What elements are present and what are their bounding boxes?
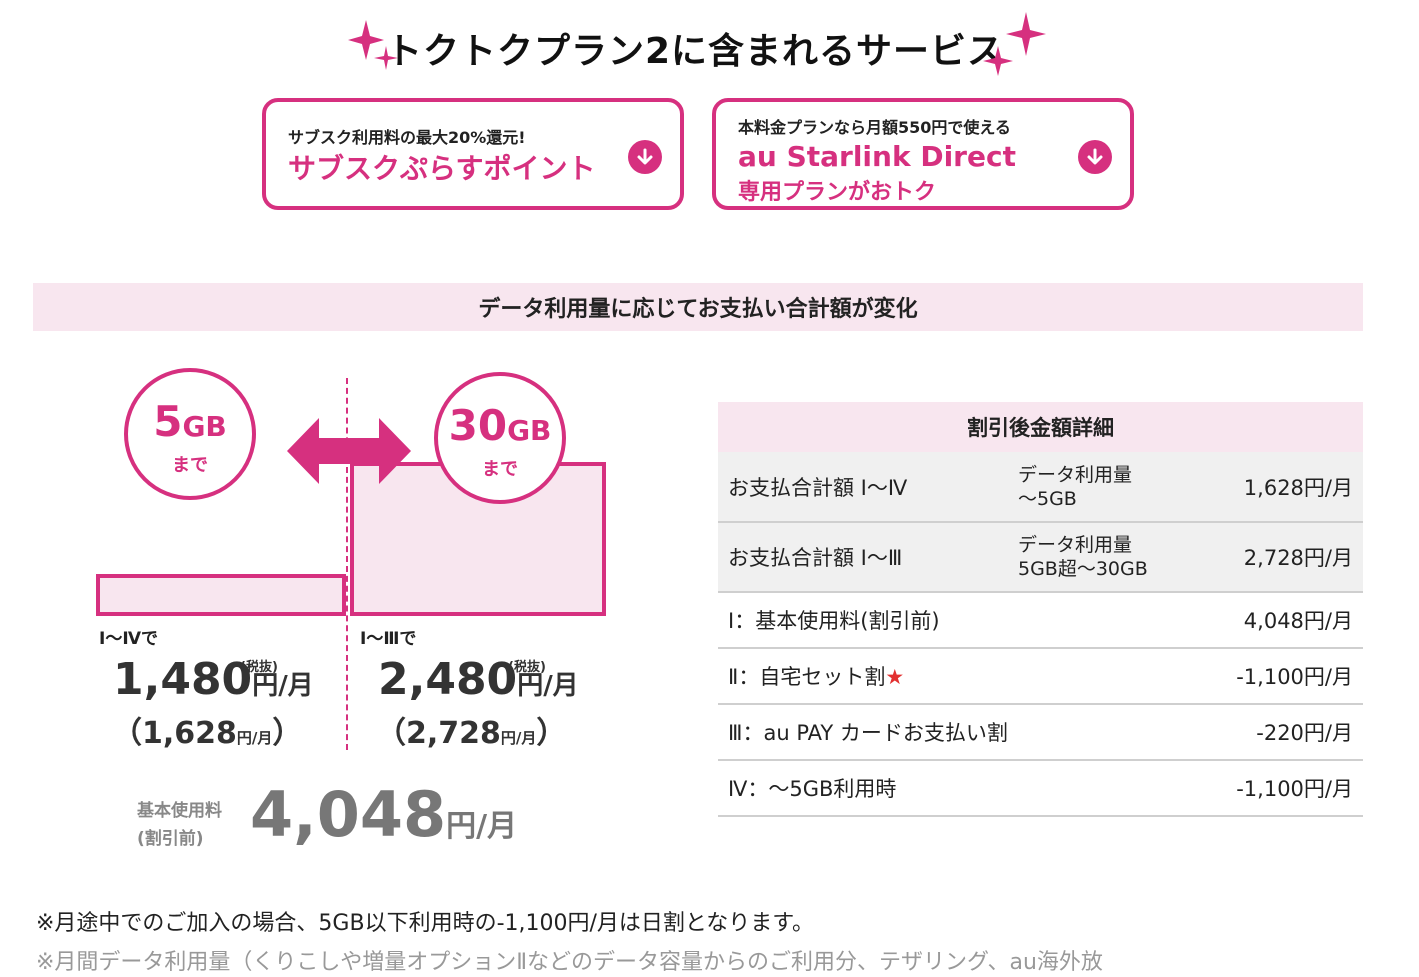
table-row: Ⅰ：基本使用料(割引前) 4,048円/月: [718, 592, 1363, 649]
table-row: Ⅳ：～5GB利用時 -1,100円/月: [718, 760, 1363, 817]
base-price-unit: 円/月: [446, 809, 518, 844]
card-sub-text: 本料金プランなら月額550円で使える: [738, 118, 1011, 137]
sparkle-icon-left: [348, 20, 398, 70]
row-label: Ⅲ：au PAY カードお支払い割: [718, 704, 1194, 761]
circle-sub: まで: [172, 455, 208, 476]
row-amount: 1,628円/月: [1193, 452, 1363, 523]
circle-value: 30: [448, 401, 508, 450]
discount-detail-table: 割引後金額詳細 お支払合計額 Ⅰ～Ⅳ データ利用量 ～5GB 1,628円/月 …: [718, 402, 1363, 817]
base-label-line2: (割引前): [137, 829, 204, 849]
table-row: お支払合計額 Ⅰ～Ⅲ データ利用量 5GB超～30GB 2,728円/月: [718, 522, 1363, 593]
price-left: 1,480円/月: [113, 654, 314, 705]
base-price-label: 基本使用料 (割引前): [137, 797, 222, 853]
row-amount: -1,100円/月: [1193, 648, 1363, 705]
circle-sub: まで: [482, 459, 518, 480]
row-label: Ⅰ：基本使用料(割引前): [718, 592, 1194, 649]
card-main2-text: 専用プランがおトク: [738, 180, 937, 205]
row-amount: 4,048円/月: [1193, 592, 1363, 649]
range-label-left: Ⅰ～Ⅳで: [99, 629, 159, 649]
card-main-text: サブスクぷらすポイント: [288, 152, 596, 185]
row-label: お支払合計額 Ⅰ～Ⅳ: [718, 452, 1008, 523]
footnote-1: ※月途中でのご加入の場合、5GB以下利用時の-1,100円/月は日割となります。: [36, 911, 815, 936]
base-label-line1: 基本使用料: [137, 801, 222, 821]
card-sub-text: サブスク利用料の最大20%還元!: [288, 128, 526, 147]
subsc-plus-point-card[interactable]: サブスク利用料の最大20%還元! サブスクぷらすポイント: [262, 98, 684, 210]
circle-5gb: 5GB まで: [124, 368, 256, 500]
condition-line2: ～5GB: [1018, 487, 1077, 510]
price-incl-close: ）: [272, 716, 303, 751]
row-label: Ⅱ：自宅セット割: [728, 665, 886, 689]
section-band: データ利用量に応じてお支払い合計額が変化: [33, 283, 1363, 331]
price-right: 2,480円/月: [378, 654, 579, 705]
circle-value: 5: [153, 397, 183, 446]
circle-30gb: 30GB まで: [434, 372, 566, 504]
sparkle-icon-right: [983, 12, 1046, 76]
table-row: お支払合計額 Ⅰ～Ⅳ データ利用量 ～5GB 1,628円/月: [718, 452, 1363, 523]
row-amount: 2,728円/月: [1193, 522, 1363, 593]
arrow-down-circle-icon: [628, 140, 662, 174]
table-row: Ⅲ：au PAY カードお支払い割 -220円/月: [718, 704, 1363, 761]
page-title: トクトクプラン2に含まれるサービス: [385, 31, 1005, 72]
range-label-right: Ⅰ～Ⅲで: [360, 629, 417, 649]
condition-line1: データ利用量: [1018, 463, 1133, 486]
price-unit: 円/月: [252, 671, 314, 701]
row-amount: -220円/月: [1193, 704, 1363, 761]
row-condition: データ利用量 5GB超～30GB: [1008, 522, 1194, 593]
price-incl-value: （2,728: [376, 716, 501, 751]
row-label: お支払合計額 Ⅰ～Ⅲ: [718, 522, 1008, 593]
price-incl-left: （1,628円/月）: [112, 708, 302, 752]
price-value: 1,480: [113, 654, 253, 705]
bar-5gb: [96, 574, 346, 616]
star-icon: ★: [885, 665, 905, 689]
row-condition: データ利用量 ～5GB: [1008, 452, 1194, 523]
price-incl-unit: 円/月: [236, 729, 273, 747]
arrow-down-circle-icon: [1078, 140, 1112, 174]
row-label: Ⅳ：～5GB利用時: [718, 760, 1194, 817]
price-incl-value: （1,628: [112, 716, 237, 751]
price-incl-right: （2,728円/月）: [376, 708, 566, 752]
row-amount: -1,100円/月: [1193, 760, 1363, 817]
table-row: Ⅱ：自宅セット割★ -1,100円/月: [718, 648, 1363, 705]
row-label-cell: Ⅱ：自宅セット割★: [718, 648, 1194, 705]
circle-unit: GB: [182, 410, 227, 443]
base-price: 4,048円/月: [250, 778, 517, 851]
condition-line1: データ利用量: [1018, 534, 1133, 556]
price-unit: 円/月: [517, 671, 579, 701]
footnote-2: ※月間データ利用量（くりこしや増量オプションⅡなどのデータ容量からのご利用分、テ…: [36, 950, 1103, 975]
base-price-value: 4,048: [250, 778, 447, 851]
divider-line: [346, 378, 348, 750]
card-main-text: au Starlink Direct: [738, 140, 1016, 173]
condition-line2: 5GB超～30GB: [1018, 558, 1148, 580]
price-value: 2,480: [378, 654, 518, 705]
price-incl-unit: 円/月: [500, 729, 537, 747]
tax-note-left: (税抜): [240, 660, 278, 675]
tax-note-right: (税抜): [508, 660, 546, 675]
double-arrow-icon: [287, 418, 411, 484]
price-incl-close: ）: [536, 716, 567, 751]
table-header: 割引後金額詳細: [718, 402, 1363, 452]
starlink-direct-card[interactable]: 本料金プランなら月額550円で使える au Starlink Direct 専用…: [712, 98, 1134, 210]
circle-unit: GB: [507, 414, 552, 447]
